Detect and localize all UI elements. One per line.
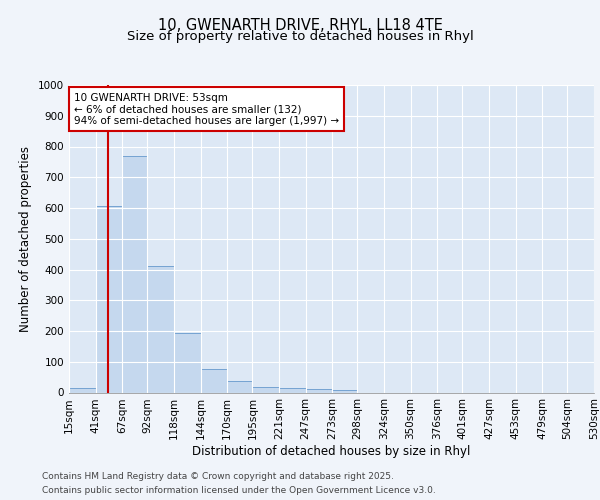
Y-axis label: Number of detached properties: Number of detached properties [19, 146, 32, 332]
Bar [148, 266, 174, 392]
Bar [227, 381, 253, 392]
Bar [305, 389, 332, 392]
Bar [174, 333, 200, 392]
Bar [279, 388, 305, 392]
Bar [253, 387, 279, 392]
Bar [200, 370, 227, 392]
Text: Contains public sector information licensed under the Open Government Licence v3: Contains public sector information licen… [42, 486, 436, 495]
Text: Contains HM Land Registry data © Crown copyright and database right 2025.: Contains HM Land Registry data © Crown c… [42, 472, 394, 481]
Bar [332, 390, 358, 392]
Text: 10 GWENARTH DRIVE: 53sqm
← 6% of detached houses are smaller (132)
94% of semi-d: 10 GWENARTH DRIVE: 53sqm ← 6% of detache… [74, 92, 339, 126]
Text: 10, GWENARTH DRIVE, RHYL, LL18 4TE: 10, GWENARTH DRIVE, RHYL, LL18 4TE [158, 18, 442, 32]
Bar [95, 206, 122, 392]
Bar [122, 156, 148, 392]
Bar [69, 388, 95, 392]
X-axis label: Distribution of detached houses by size in Rhyl: Distribution of detached houses by size … [193, 445, 470, 458]
Text: Size of property relative to detached houses in Rhyl: Size of property relative to detached ho… [127, 30, 473, 43]
